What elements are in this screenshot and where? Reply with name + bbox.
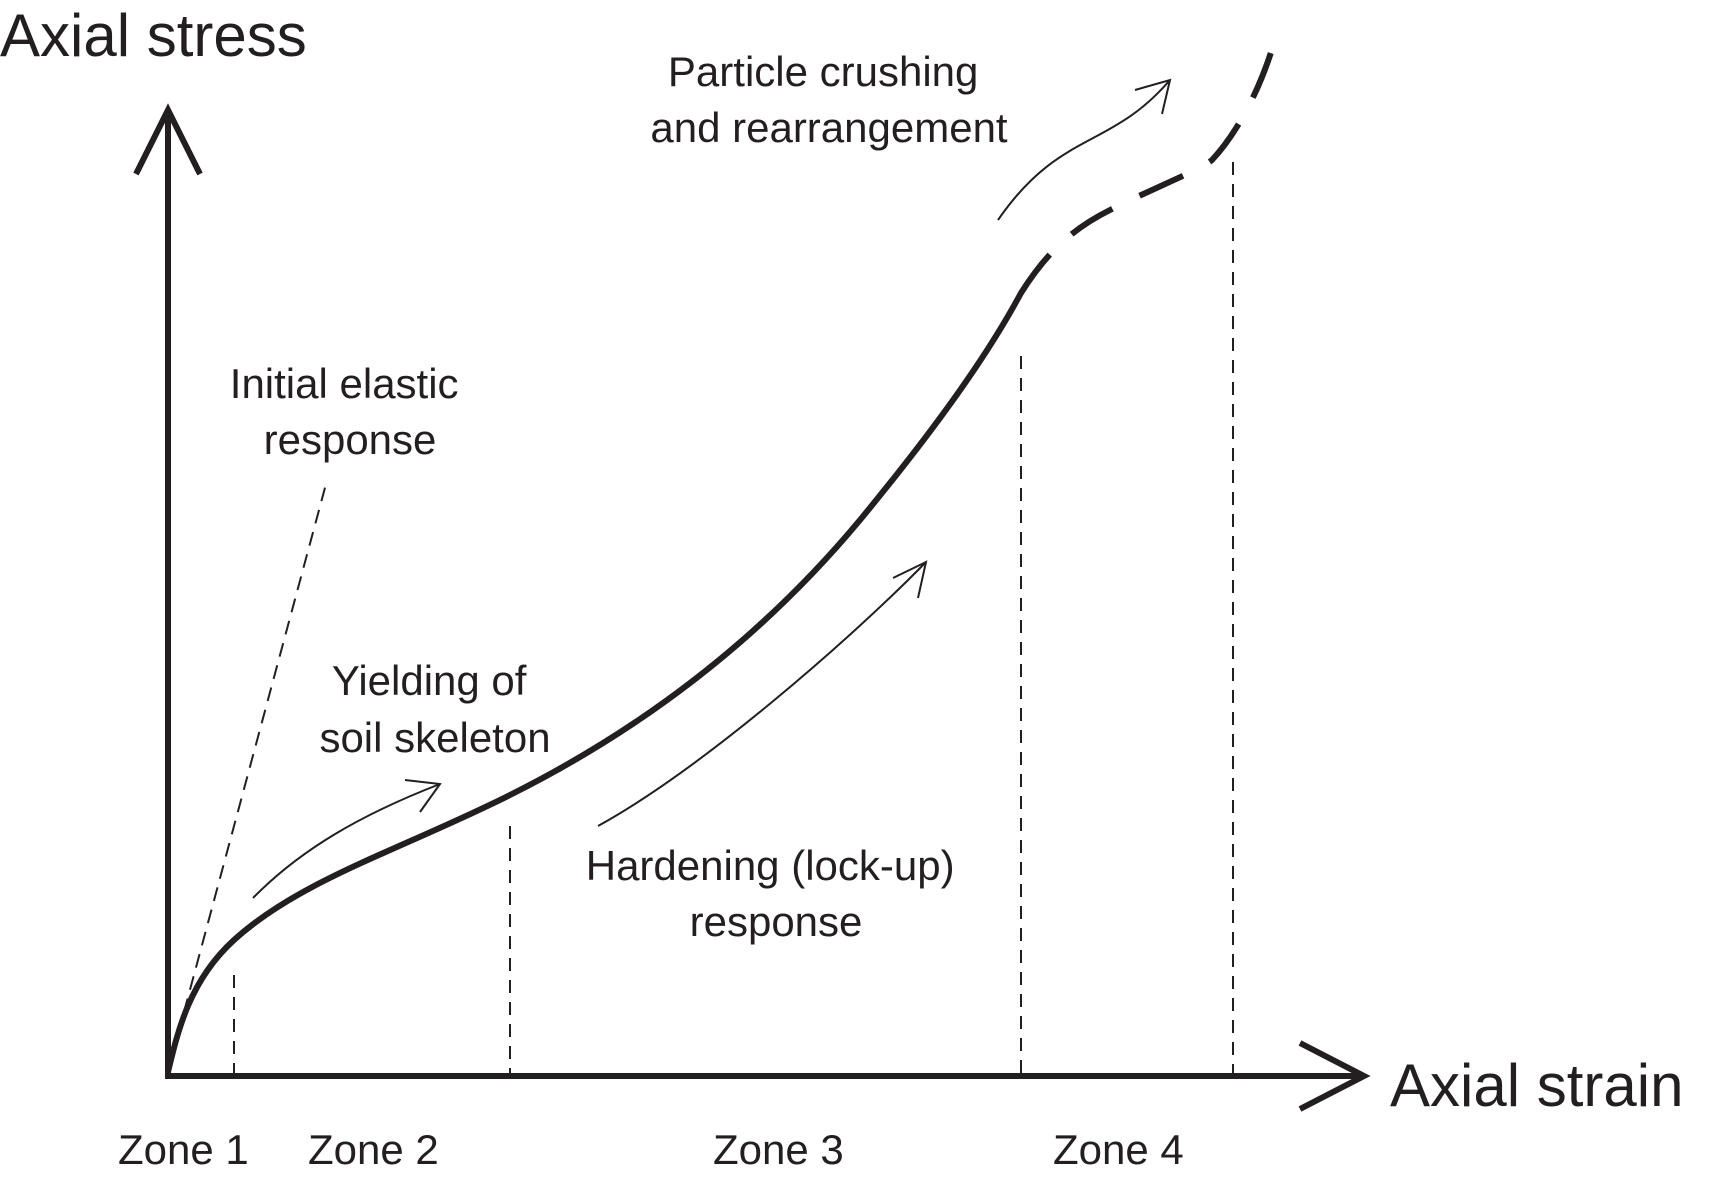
x-axis-arrowhead bbox=[1298, 1040, 1371, 1112]
yielding-label-line-2: soil skeleton bbox=[319, 714, 550, 761]
yielding-arrow bbox=[252, 779, 442, 899]
zone-label-2: Zone 2 bbox=[308, 1126, 439, 1173]
zone-label-4: Zone 4 bbox=[1053, 1126, 1184, 1173]
zone-label-3: Zone 3 bbox=[713, 1126, 844, 1173]
elastic-tangent-line bbox=[183, 483, 327, 1013]
elastic-label: Initial elastic response bbox=[230, 360, 470, 463]
crushing-label-line-1: Particle crushing bbox=[668, 48, 978, 95]
elastic-label-line-1: Initial elastic bbox=[230, 360, 459, 407]
hardening-label: Hardening (lock-up) response bbox=[586, 842, 967, 945]
stress-strain-curve-extrapolated bbox=[1018, 27, 1281, 295]
y-axis-title: Axial stress bbox=[0, 2, 307, 69]
x-axis-title: Axial strain bbox=[1390, 1052, 1683, 1119]
crushing-arrow bbox=[997, 78, 1172, 221]
y-axis-arrowhead bbox=[133, 103, 203, 176]
hardening-label-line-1: Hardening (lock-up) bbox=[586, 842, 955, 889]
hardening-arrow bbox=[597, 560, 928, 827]
elastic-label-line-2: response bbox=[264, 416, 437, 463]
yielding-label: Yielding of soil skeleton bbox=[319, 657, 550, 761]
crushing-label: Particle crushing and rearrangement bbox=[650, 48, 1008, 151]
yielding-label-line-1: Yielding of bbox=[332, 657, 527, 704]
zone-label-1: Zone 1 bbox=[118, 1126, 249, 1173]
hardening-label-line-2: response bbox=[690, 898, 863, 945]
crushing-label-line-2: and rearrangement bbox=[650, 104, 1008, 151]
stress-strain-curve bbox=[165, 290, 1024, 1075]
